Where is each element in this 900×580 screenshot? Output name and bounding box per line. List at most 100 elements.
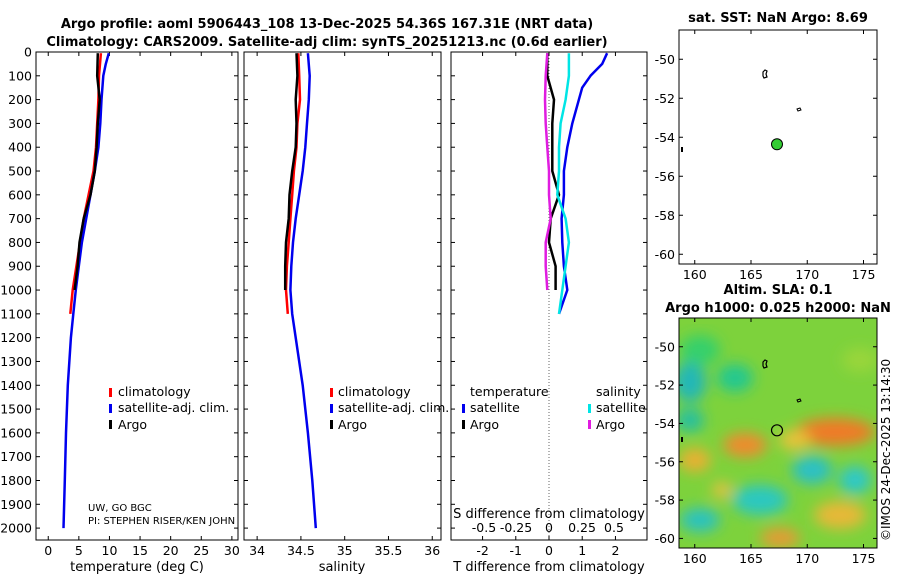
y-tick-label: 1200 [0,330,32,345]
salinity-axes [243,51,442,541]
lat-tick-label: -58 [655,493,675,508]
sla-map-title-line2: Argo h1000: 0.025 h2000: NaN [665,301,891,316]
legend-satellite-label: satellite-adj. clim. [338,400,449,415]
legend-argo-swatch [109,420,112,429]
series-argo [283,53,299,290]
series-argo [73,53,101,291]
island-outline [681,437,683,442]
x-tick-label: 1 [578,543,586,558]
s-tick-label: 0.25 [568,520,596,535]
island-outline [681,147,683,152]
lat-tick-label: -52 [655,378,675,393]
legend-t-argo-swatch [462,420,465,429]
sla-blob [679,362,706,402]
y-tick-label: 1300 [0,354,32,369]
y-tick-label: 500 [8,164,32,179]
y-tick-label: 800 [8,235,32,250]
island-outlines [681,359,802,442]
x-tick-label: -1 [510,543,522,558]
y-tick-label: 1100 [0,306,32,321]
legend-satellite-label: satellite-adj. clim. [118,400,229,415]
legend-s-argo-swatch [588,420,591,429]
legend-argo-label: Argo [118,417,147,432]
y-tick-label: 1800 [0,473,32,488]
temperature-axes [35,51,239,541]
x-tick-label: 30 [224,543,240,558]
island-outlines [681,69,802,152]
sst-map-title: sat. SST: NaN Argo: 8.69 [688,11,868,26]
island-outline [796,398,802,403]
sla-blob [680,508,720,532]
x-tick-label: 34 [249,543,265,558]
sla-blob [814,501,866,529]
series-satellite-adj-clim [289,53,318,529]
lon-tick-label: 160 [683,551,707,566]
legend-satellite-swatch [109,404,112,413]
sla-blob [679,408,704,432]
temperature-xlabel: temperature (deg C) [70,560,204,575]
legend-t-argo-label: Argo [470,417,499,432]
difference-panel: -2 -1 0 1 2 T difference from climatology S … [450,51,648,575]
credit-line2: PI: STEPHEN RISER/KEN JOHN [88,516,235,527]
sla-blob [732,485,788,515]
sla-map: Altim. SLA: 0.1 Argo h1000: 0.025 h2000:… [655,283,891,566]
x-tick-label: -2 [476,543,488,558]
y-tick-label: 900 [8,259,32,274]
lat-tick-label: -54 [655,416,675,431]
legend-t-satellite-swatch [462,404,465,413]
y-tick-label: 1900 [0,497,32,512]
lon-tick-label: 175 [852,267,876,282]
legend-climatology-label: climatology [118,384,191,399]
legend-climatology-swatch [109,388,112,397]
series-temperature-satellite [557,52,609,315]
lat-tick-label: -50 [655,339,675,354]
series-satellite-adj-clim [62,52,111,529]
y-tick-label: 1600 [0,425,32,440]
lat-tick-label: -54 [655,130,675,145]
sla-blob [795,418,875,446]
series-temperature-argo [546,53,561,290]
sla-map-axes [678,317,878,549]
temperature-panel: 0100200300400500600700800900100011001200… [0,45,240,576]
y-tick-label: 1400 [0,378,32,393]
plot-title-line2: Climatology: CARS2009. Satellite-adj cli… [46,35,607,50]
lat-tick-label: -58 [655,208,675,223]
x-tick-label: 34.5 [287,543,315,558]
legend-argo-swatch [330,420,333,429]
s-tick-label: -0.25 [500,520,532,535]
sla-blob [792,456,832,484]
lat-tick-label: -60 [655,247,675,262]
legend-climatology-swatch [330,388,333,397]
y-tick-label: 200 [8,92,32,107]
y-tick-label: 2000 [0,521,32,536]
y-tick-label: 1700 [0,449,32,464]
lat-tick-label: -56 [655,454,675,469]
island-outline [762,69,768,79]
series-salinity-argo [543,53,552,291]
lat-tick-label: -50 [655,52,675,67]
sla-blob [723,433,767,457]
island-outline [796,107,802,112]
sla-blob [717,364,753,392]
y-tick-label: 400 [8,140,32,155]
lon-tick-label: 170 [795,551,819,566]
t-difference-xlabel: T difference from climatology [452,560,645,575]
sst-map: sat. SST: NaN Argo: 8.69 160 165 170 175 -50… [655,11,878,282]
credit-line1: UW, GO BGC [88,503,152,514]
lat-tick-label: -60 [655,531,675,546]
legend-satellite-swatch [330,404,333,413]
y-tick-label: 600 [8,187,32,202]
x-tick-label: 0 [44,543,52,558]
x-tick-label: 35 [337,543,353,558]
sla-blob [760,528,800,548]
argo-position-marker [771,138,783,151]
x-tick-label: 2 [611,543,619,558]
x-tick-label: 20 [163,543,179,558]
lon-tick-label: 175 [852,551,876,566]
s-tick-label: 0.5 [604,520,624,535]
y-tick-label: 700 [8,211,32,226]
argo-position-marker [770,424,784,437]
sla-field [679,335,877,548]
y-tick-label: 0 [24,45,32,60]
legend-s-argo-label: Argo [596,417,625,432]
